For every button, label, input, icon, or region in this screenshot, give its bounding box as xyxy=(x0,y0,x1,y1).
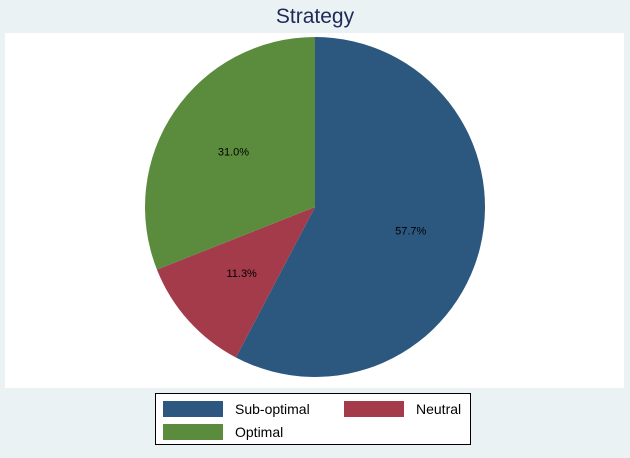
legend-item-sub-optimal: Sub-optimal xyxy=(163,400,310,418)
legend-label: Sub-optimal xyxy=(235,401,310,417)
slice-label-neutral: 11.3% xyxy=(226,268,257,280)
legend-swatch xyxy=(163,401,223,417)
slice-label-sub-optimal: 57.7% xyxy=(395,226,426,238)
legend-item-neutral: Neutral xyxy=(344,400,461,418)
legend: Sub-optimal Neutral Optimal xyxy=(155,393,471,445)
pie-chart: 57.7% 11.3% 31.0% xyxy=(144,37,485,377)
pie-slice-sub-optimal xyxy=(235,37,485,377)
pie-slice-optimal xyxy=(144,37,315,270)
legend-label: Optimal xyxy=(235,424,284,440)
legend-swatch xyxy=(163,424,223,440)
legend-item-optimal: Optimal xyxy=(163,423,283,441)
chart-title: Strategy xyxy=(275,5,355,28)
legend-label: Neutral xyxy=(416,401,462,417)
pie-slice-neutral xyxy=(156,207,315,358)
plot-area: 57.7% 11.3% 31.0% xyxy=(5,33,624,388)
legend-swatch xyxy=(344,401,404,417)
slice-label-optimal: 31.0% xyxy=(218,147,249,159)
